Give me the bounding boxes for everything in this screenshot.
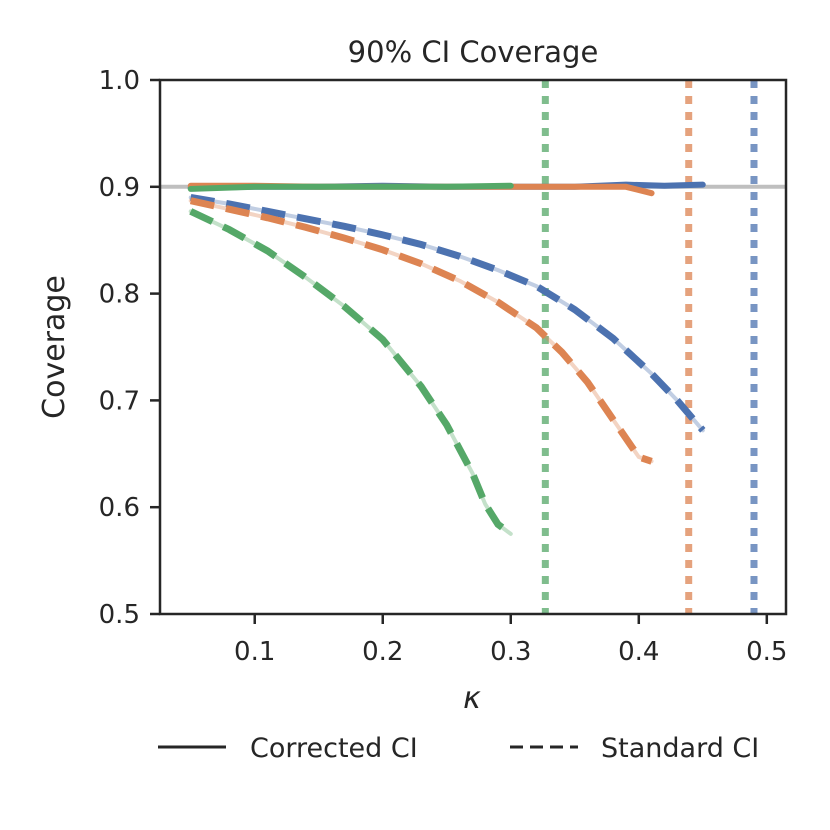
series-line-green-corrected	[187, 182, 514, 192]
y-tick-label-3: 0.8	[99, 280, 140, 310]
x-tick-label-4: 0.5	[746, 637, 787, 667]
x-tick-label-1: 0.2	[362, 637, 403, 667]
x-tick-label-0: 0.1	[234, 637, 275, 667]
legend-label-corrected: Corrected CI	[250, 733, 418, 764]
y-tick-label-2: 0.7	[99, 386, 140, 416]
series-band-green-standard	[188, 209, 513, 536]
legend: Corrected CI Standard CI	[158, 733, 759, 764]
y-tick-label-1: 0.6	[99, 493, 140, 523]
legend-label-standard: Standard CI	[601, 733, 759, 764]
x-axis-label: κ	[463, 681, 481, 716]
plot-content	[160, 80, 786, 614]
y-tick-label-5: 1.0	[99, 66, 140, 96]
series-band-orange-standard	[188, 198, 654, 464]
y-tick-label-0: 0.5	[99, 600, 140, 630]
plot-frame	[158, 78, 788, 616]
series-line-green-standard	[189, 208, 513, 537]
chart-title: 90% CI Coverage	[348, 35, 599, 69]
y-axis-label: Coverage	[37, 275, 72, 419]
series-line-blue-standard	[190, 194, 706, 433]
x-tick-label-2: 0.3	[490, 637, 531, 667]
series-line-orange-standard	[189, 197, 653, 465]
axis-ticks: 0.1 0.2 0.3 0.4 0.5 0.5 0.6 0.7 0.8 0.9 1.0	[99, 66, 788, 667]
x-tick-label-3: 0.4	[618, 637, 659, 667]
y-tick-label-4: 0.9	[99, 173, 140, 203]
series-band-blue-standard	[188, 195, 705, 433]
